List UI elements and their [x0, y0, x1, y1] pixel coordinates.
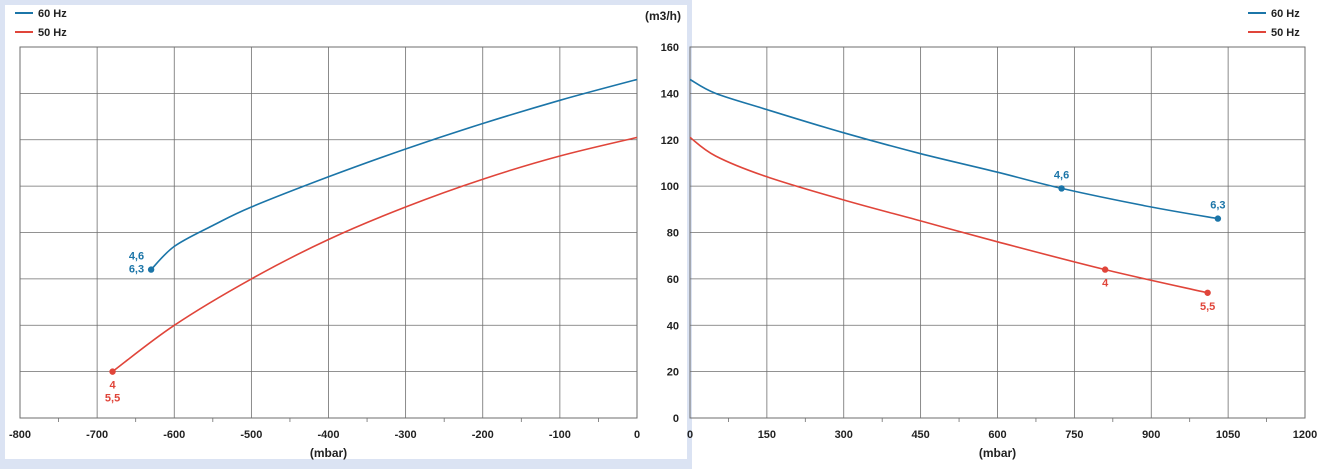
y-tick-label: 40: [667, 320, 679, 332]
y-tick-label: 160: [661, 42, 679, 54]
y-tick-label: 80: [667, 228, 679, 240]
pressure-chart: 0 20 40 60 80 100 120 140 160 0 150 300 450 600 750 900…: [661, 42, 1318, 460]
plot-border: [19, 46, 638, 419]
plot-border: [689, 46, 1306, 419]
point-label: 4,6: [129, 251, 144, 263]
x-tick-label: 300: [835, 429, 853, 441]
y-tick-label: 0: [673, 413, 679, 425]
data-point: [1101, 266, 1109, 273]
x-tick-label: 450: [911, 429, 929, 441]
data-point: [1204, 289, 1211, 296]
x-tick-label: -100: [549, 429, 571, 441]
series-line-60hz: [150, 78, 638, 271]
point-label: 5,5: [1200, 301, 1215, 313]
x-tick-label: -700: [86, 429, 108, 441]
data-point: [1214, 215, 1222, 222]
data-point: [1058, 185, 1065, 192]
x-tick-label: -200: [472, 429, 494, 441]
y-tick-label: 60: [667, 274, 679, 286]
data-point: [147, 266, 155, 273]
y-tick-label: 20: [667, 367, 679, 379]
x-tick-label: -600: [163, 429, 185, 441]
x-tick-label: 1050: [1216, 429, 1240, 441]
point-label: 6,3: [129, 264, 144, 276]
series-line-50hz: [112, 136, 638, 373]
left-legend: 60 Hz 50 Hz: [15, 8, 67, 39]
x-tick-label: 0: [687, 429, 693, 441]
point-label: 5,5: [105, 393, 120, 405]
x-tick-label: 1200: [1293, 429, 1317, 441]
x-tick-label: -500: [240, 429, 262, 441]
x-tick-label: 900: [1142, 429, 1160, 441]
point-label: 4: [109, 380, 116, 392]
x-tick-label: 600: [988, 429, 1006, 441]
y-unit-label: (m3/h): [645, 9, 681, 23]
x-tick-label: 150: [758, 429, 776, 441]
y-tick-label: 140: [661, 88, 679, 100]
legend-60hz-label: 60 Hz: [38, 8, 67, 20]
x-tick-label: 750: [1065, 429, 1083, 441]
y-tick-label: 120: [661, 135, 679, 147]
vacuum-chart: -800 -700 -600 -500 -400 -300 -200 -100 0 (mbar) 4…: [9, 46, 640, 460]
data-point: [109, 368, 116, 375]
legend-60hz-label: 60 Hz: [1271, 8, 1300, 20]
point-label: 4: [1102, 278, 1109, 290]
x-tick-label: -400: [317, 429, 339, 441]
series-line-60hz: [689, 78, 1219, 220]
right-legend: 60 Hz 50 Hz: [1248, 8, 1300, 39]
point-label: 4,6: [1054, 169, 1069, 181]
legend-50hz-label: 50 Hz: [38, 27, 67, 39]
y-tick-label: 100: [661, 181, 679, 193]
x-tick-label: -300: [395, 429, 417, 441]
legend-50hz-label: 50 Hz: [1271, 27, 1300, 39]
x-tick-label: -800: [9, 429, 31, 441]
point-label: 6,3: [1210, 200, 1225, 212]
x-axis-title: (mbar): [979, 446, 1016, 460]
x-tick-label: 0: [634, 429, 640, 441]
x-axis-title: (mbar): [310, 446, 347, 460]
